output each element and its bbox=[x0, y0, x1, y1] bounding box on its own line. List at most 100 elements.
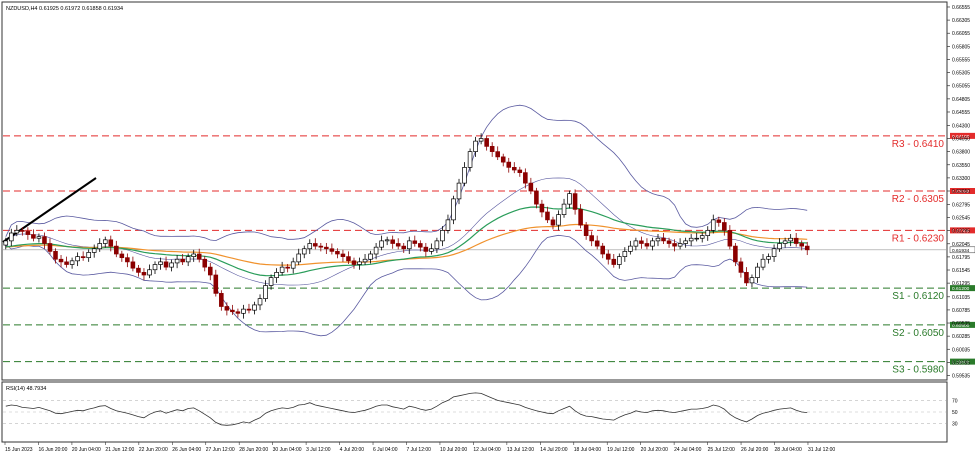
candle[interactable] bbox=[722, 218, 727, 236]
candle[interactable] bbox=[97, 238, 103, 252]
candle[interactable] bbox=[655, 234, 661, 247]
candle[interactable] bbox=[628, 240, 633, 255]
candle[interactable] bbox=[733, 242, 738, 267]
candle[interactable] bbox=[169, 259, 174, 272]
candle[interactable] bbox=[313, 238, 318, 250]
candle[interactable] bbox=[572, 189, 578, 215]
candle[interactable] bbox=[473, 136, 478, 157]
candle[interactable] bbox=[384, 236, 390, 246]
candle[interactable] bbox=[804, 241, 810, 256]
candle[interactable] bbox=[406, 236, 412, 254]
candle[interactable] bbox=[346, 251, 351, 264]
candle[interactable] bbox=[760, 254, 766, 271]
candle[interactable] bbox=[185, 253, 191, 267]
candle[interactable] bbox=[318, 242, 324, 252]
candle[interactable] bbox=[650, 237, 655, 251]
candle[interactable] bbox=[335, 248, 340, 259]
candle[interactable] bbox=[749, 274, 755, 288]
candle[interactable] bbox=[125, 253, 130, 268]
candle[interactable] bbox=[163, 256, 169, 271]
candle[interactable] bbox=[799, 240, 804, 251]
candle[interactable] bbox=[207, 262, 213, 281]
candle[interactable] bbox=[710, 214, 716, 234]
price-pane[interactable] bbox=[1, 1, 948, 381]
candle[interactable] bbox=[495, 146, 500, 161]
candle[interactable] bbox=[91, 244, 97, 258]
candle[interactable] bbox=[456, 178, 462, 205]
candle[interactable] bbox=[307, 239, 313, 254]
candle[interactable] bbox=[412, 235, 418, 247]
candle[interactable] bbox=[324, 242, 329, 254]
candle[interactable] bbox=[213, 269, 219, 297]
candle[interactable] bbox=[744, 267, 749, 287]
candle[interactable] bbox=[534, 187, 539, 209]
candle[interactable] bbox=[545, 206, 550, 224]
candle[interactable] bbox=[379, 235, 384, 251]
candle[interactable] bbox=[80, 251, 86, 261]
candle[interactable] bbox=[550, 216, 556, 230]
candle[interactable] bbox=[434, 237, 440, 253]
candle[interactable] bbox=[58, 255, 64, 268]
candle[interactable] bbox=[268, 274, 274, 290]
candle[interactable] bbox=[489, 142, 495, 157]
candle[interactable] bbox=[694, 233, 699, 242]
candle[interactable] bbox=[263, 280, 268, 302]
candle[interactable] bbox=[556, 210, 561, 231]
candle[interactable] bbox=[373, 242, 379, 260]
candle[interactable] bbox=[727, 225, 733, 250]
candle[interactable] bbox=[539, 199, 545, 218]
candle[interactable] bbox=[561, 198, 567, 218]
candle[interactable] bbox=[611, 254, 617, 268]
candle[interactable] bbox=[130, 256, 136, 272]
candle[interactable] bbox=[766, 253, 771, 264]
candle[interactable] bbox=[478, 133, 484, 145]
candle[interactable] bbox=[517, 166, 523, 177]
candle[interactable] bbox=[158, 257, 163, 270]
candle[interactable] bbox=[617, 253, 622, 269]
candle[interactable] bbox=[75, 252, 80, 267]
candle[interactable] bbox=[589, 231, 594, 247]
candle[interactable] bbox=[152, 261, 158, 274]
candle[interactable] bbox=[86, 249, 91, 262]
candle[interactable] bbox=[47, 238, 53, 255]
candle[interactable] bbox=[219, 290, 224, 311]
candle[interactable] bbox=[440, 226, 445, 247]
candle[interactable] bbox=[235, 308, 241, 318]
candle[interactable] bbox=[191, 249, 196, 262]
candle[interactable] bbox=[528, 177, 534, 195]
candle[interactable] bbox=[20, 227, 25, 236]
candle[interactable] bbox=[274, 268, 279, 283]
candle[interactable] bbox=[661, 233, 666, 245]
candle[interactable] bbox=[42, 232, 47, 249]
candle[interactable] bbox=[351, 257, 357, 269]
candle[interactable] bbox=[511, 162, 517, 174]
candle[interactable] bbox=[788, 234, 793, 247]
candle[interactable] bbox=[230, 304, 235, 315]
candle[interactable] bbox=[683, 237, 688, 248]
candle[interactable] bbox=[401, 242, 407, 253]
candle[interactable] bbox=[357, 257, 362, 270]
candle[interactable] bbox=[340, 249, 346, 262]
candle[interactable] bbox=[241, 304, 246, 319]
candle[interactable] bbox=[14, 225, 20, 237]
candle[interactable] bbox=[644, 238, 650, 250]
candle[interactable] bbox=[462, 162, 467, 187]
candle[interactable] bbox=[705, 226, 711, 241]
candle[interactable] bbox=[174, 255, 180, 269]
candle[interactable] bbox=[390, 235, 395, 249]
candle[interactable] bbox=[246, 303, 252, 314]
candle[interactable] bbox=[25, 227, 31, 240]
candle[interactable] bbox=[64, 256, 69, 268]
candle[interactable] bbox=[639, 236, 644, 249]
candle[interactable] bbox=[777, 238, 782, 252]
candle[interactable] bbox=[418, 240, 423, 252]
candle[interactable] bbox=[257, 294, 263, 311]
candle[interactable] bbox=[329, 243, 335, 255]
candle[interactable] bbox=[567, 190, 572, 209]
candle[interactable] bbox=[445, 214, 451, 234]
candle[interactable] bbox=[136, 265, 141, 277]
candle[interactable] bbox=[108, 235, 114, 252]
candle[interactable] bbox=[252, 301, 257, 315]
candle[interactable] bbox=[395, 238, 401, 250]
candle[interactable] bbox=[9, 228, 14, 247]
